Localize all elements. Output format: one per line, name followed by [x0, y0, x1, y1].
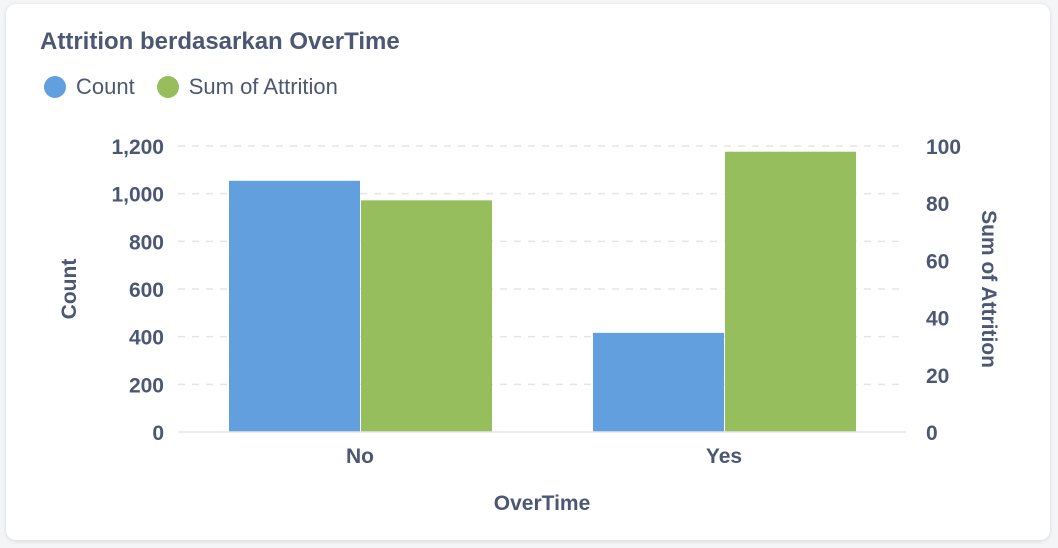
y-right-tick-label: 60 [926, 250, 949, 273]
legend-dot-attrition [156, 76, 179, 98]
y-left-axis-title: Count [58, 259, 81, 320]
chart-title: Attrition berdasarkan OverTime [40, 28, 400, 55]
bar-attrition-no[interactable] [361, 200, 492, 432]
x-tick-label: Yes [706, 445, 742, 468]
legend-dot-count [44, 76, 66, 98]
legend-label-count: Count [76, 74, 135, 99]
bar-count-yes[interactable] [593, 332, 724, 432]
legend-item-count[interactable]: Count [44, 74, 135, 100]
legend-item-attrition[interactable]: Sum of Attrition [156, 74, 338, 100]
y-right-tick-label: 40 [926, 308, 949, 331]
x-tick-label: No [346, 445, 374, 468]
y-left-tick-label: 600 [129, 279, 164, 302]
y-left-ticks: 0 200 400 600 800 1,000 1,200 [111, 136, 164, 445]
y-right-ticks: 0 20 40 60 80 100 [926, 136, 961, 445]
legend: Count Sum of Attrition [44, 74, 360, 100]
y-left-tick-label: 1,200 [111, 136, 164, 159]
bar-attrition-yes[interactable] [725, 151, 856, 432]
x-ticks: No Yes [346, 445, 742, 468]
bars [229, 151, 856, 432]
chart-card: Attrition berdasarkan OverTime Count Sum… [6, 4, 1050, 540]
y-left-tick-label: 400 [129, 327, 164, 350]
legend-label-attrition: Sum of Attrition [188, 74, 338, 99]
y-right-tick-label: 80 [926, 193, 949, 216]
y-left-tick-label: 0 [152, 422, 164, 445]
y-right-axis-title: Sum of Attrition [977, 210, 1000, 368]
bar-count-no[interactable] [229, 180, 360, 432]
y-left-tick-label: 1,000 [111, 184, 164, 207]
y-left-tick-label: 200 [129, 374, 164, 397]
y-right-tick-label: 20 [926, 365, 949, 388]
y-right-tick-label: 100 [926, 136, 961, 159]
y-left-tick-label: 800 [129, 231, 164, 254]
y-right-tick-label: 0 [926, 422, 938, 445]
x-axis-title: OverTime [494, 492, 591, 515]
